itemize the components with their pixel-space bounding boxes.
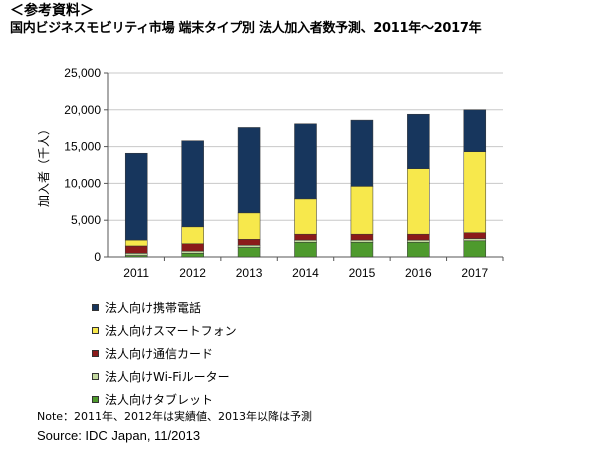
legend-item: 法人向けタブレット	[92, 388, 237, 411]
bar-segment	[407, 239, 430, 243]
chart-header: ＜参考資料＞ 国内ビジネスモビリティ市場 端末タイプ別 法人加入者数予測、201…	[10, 2, 590, 38]
x-tick-label: 2014	[292, 266, 319, 280]
bar-segment	[181, 253, 204, 258]
legend-item: 法人向けWi-Fiルーター	[92, 365, 237, 388]
bar-segment	[407, 168, 430, 235]
bar-segment	[181, 226, 204, 245]
chart-title: 国内ビジネスモビリティ市場 端末タイプ別 法人加入者数予測、2011年〜2017…	[10, 21, 482, 36]
y-axis-label: 加入者（千人）	[37, 123, 51, 207]
bar-segment	[237, 247, 261, 258]
x-tick-label: 2011	[123, 266, 149, 280]
bar-segment	[407, 242, 430, 258]
bar-segment	[463, 232, 487, 239]
bar-segment	[124, 239, 148, 247]
y-tick-label: 25,000	[64, 66, 101, 80]
bar-segment	[237, 212, 261, 240]
legend-label: 法人向けスマートフォン	[105, 324, 237, 338]
bar-segment	[237, 127, 261, 214]
legend-label: 法人向けタブレット	[105, 393, 214, 407]
x-tick-label: 2012	[179, 266, 206, 280]
bar-segment	[294, 198, 317, 235]
legend-item: 法人向けスマートフォン	[92, 319, 237, 342]
x-tick-label: 2017	[461, 266, 488, 280]
reference-label: ＜参考資料＞	[10, 3, 94, 19]
bar-segment	[124, 245, 148, 254]
bar-segment	[124, 152, 148, 241]
bar-segment	[294, 239, 317, 243]
chart-note: Note：2011年、2012年は実績値、2013年以降は予測	[37, 410, 313, 423]
bar-segment	[294, 242, 317, 258]
bar-segment	[237, 239, 261, 246]
y-tick-label: 15,000	[64, 140, 101, 154]
legend-swatch	[92, 304, 99, 311]
legend-item: 法人向け携帯電話	[92, 296, 237, 319]
y-tick-label: 5,000	[71, 213, 101, 227]
stacked-bar-chart: 0 5,000 10,000 15,000 20,000 25,000 加入者（千人） 201…	[37, 66, 504, 280]
y-tick-label: 0	[94, 250, 101, 264]
bar-segment	[181, 250, 204, 254]
legend-label: 法人向け携帯電話	[105, 301, 202, 315]
x-tick-label: 2013	[236, 266, 263, 280]
bar-segment	[181, 243, 204, 252]
bar-segment	[350, 233, 374, 241]
bar-segment	[463, 238, 487, 242]
bar-segment	[294, 233, 317, 241]
legend-swatch	[92, 350, 99, 357]
bar-segment	[463, 151, 487, 233]
chart-legend: 法人向け携帯電話法人向けスマートフォン 法人向け通信カード法人向けWi-Fiルータ…	[92, 296, 237, 411]
bar-segment	[463, 240, 487, 258]
bar-segment	[463, 109, 487, 153]
bar-segment	[407, 233, 430, 241]
bar-segment	[181, 140, 204, 228]
y-tick-label: 10,000	[64, 176, 101, 190]
x-tick-label: 2015	[349, 266, 376, 280]
legend-label: 法人向け通信カード	[105, 347, 214, 361]
x-tick-label: 2016	[405, 266, 432, 280]
bar-segment	[237, 244, 261, 248]
bar-segment	[294, 123, 317, 200]
y-tick-label: 20,000	[64, 103, 101, 117]
legend-item: 法人向け通信カード	[92, 342, 237, 365]
bar-segment	[350, 186, 374, 235]
bar-segment	[124, 253, 148, 256]
legend-label: 法人向けWi-Fiルーター	[105, 370, 230, 384]
legend-swatch	[92, 373, 99, 380]
chart-source: Source: IDC Japan, 11/2013	[37, 428, 201, 443]
legend-swatch	[92, 327, 99, 334]
bar-segment	[407, 113, 430, 169]
legend-swatch	[92, 396, 99, 403]
bar-segment	[350, 239, 374, 243]
bar-segment	[350, 242, 374, 258]
bar-segment	[350, 119, 374, 187]
